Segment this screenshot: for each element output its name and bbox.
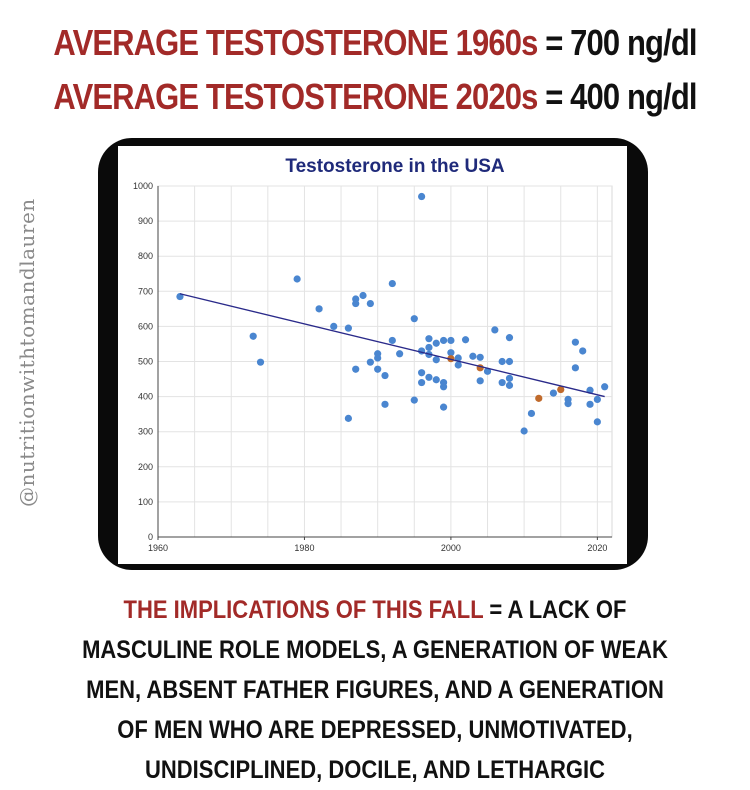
data-point [366, 299, 374, 308]
implications-text: THE IMPLICATIONS OF THIS FALL = A LACK O… [71, 590, 678, 790]
data-point [564, 395, 572, 404]
y-tick-label: 100 [138, 497, 153, 507]
data-point [527, 409, 536, 418]
y-tick-label: 700 [138, 286, 153, 296]
scatter-chart: 0 100 200 300 400 500 600 700 800 900 1000 1960 1980… [133, 156, 613, 553]
data-point [454, 361, 462, 369]
implications-separator: = [483, 596, 508, 624]
data-point [454, 354, 462, 362]
headline-1960s-separator: = [537, 22, 571, 63]
data-point [601, 383, 609, 391]
y-tick-label: 300 [138, 427, 153, 437]
data-point [447, 336, 455, 345]
data-point [579, 347, 587, 355]
data-point [505, 334, 514, 342]
data-point [330, 322, 338, 330]
y-tick-label: 400 [138, 392, 153, 402]
data-point [469, 352, 477, 360]
data-point [432, 376, 440, 384]
data-point-highlight [535, 394, 543, 402]
data-point [571, 338, 579, 346]
implications-body: A LACK OF MASCULINE ROLE MODELS, A GENER… [82, 596, 668, 784]
data-point [498, 357, 506, 366]
data-point [374, 354, 382, 362]
data-point [505, 374, 514, 382]
data-point [418, 369, 426, 377]
data-point [593, 395, 601, 404]
data-point [549, 389, 558, 397]
data-point [425, 373, 433, 381]
x-tick-label: 1980 [294, 543, 314, 553]
y-tick-label: 500 [138, 357, 153, 367]
data-point [293, 275, 301, 283]
chart-panel: 0 100 200 300 400 500 600 700 800 900 1000 1960 1980… [118, 146, 627, 564]
data-point [315, 305, 323, 313]
data-point [476, 353, 484, 361]
data-point [425, 343, 433, 352]
data-point [388, 336, 396, 345]
implications-label: THE IMPLICATIONS OF THIS FALL [123, 596, 484, 624]
data-point [425, 335, 433, 343]
y-tick-label: 200 [138, 462, 153, 472]
data-point [410, 396, 418, 404]
watermark-handle: @nutritionwithtomandlauren [15, 198, 39, 507]
data-point [410, 315, 418, 323]
data-point [344, 414, 352, 422]
x-tick-label: 2020 [587, 543, 607, 553]
data-point [498, 378, 506, 387]
data-point [483, 367, 492, 375]
data-point [439, 336, 448, 345]
data-point [352, 295, 360, 303]
trend-line [179, 293, 605, 398]
data-point [359, 291, 367, 300]
headline-1960s: AVERAGE TESTOSTERONE 1960s = 700 ng/dl [53, 22, 698, 64]
data-point [374, 365, 382, 373]
data-point [439, 403, 448, 411]
data-point [520, 427, 528, 435]
data-point [418, 192, 426, 201]
headline-2020s: AVERAGE TESTOSTERONE 2020s = 400 ng/dl [53, 76, 698, 118]
data-point [396, 350, 404, 358]
headline-1960s-value: 700 ng/dl [570, 22, 697, 63]
data-point [381, 371, 389, 380]
data-point-highlight [557, 385, 565, 394]
data-point [418, 378, 426, 387]
data-point [439, 383, 448, 391]
y-tick-label: 900 [138, 216, 153, 226]
headline-2020s-separator: = [537, 76, 571, 117]
data-point [593, 418, 601, 426]
data-point [381, 400, 389, 408]
y-tick-label: 800 [138, 251, 153, 261]
y-tick-label: 600 [138, 321, 153, 331]
data-point [352, 365, 360, 373]
data-point [256, 358, 265, 366]
data-point [366, 358, 374, 366]
headline-2020s-label: AVERAGE TESTOSTERONE 2020s [53, 76, 538, 117]
data-point [505, 357, 514, 366]
data-point [388, 279, 396, 288]
data-point [249, 332, 257, 340]
y-tick-label: 0 [148, 532, 153, 542]
data-point [461, 336, 470, 344]
data-point [571, 364, 579, 372]
headline-1960s-label: AVERAGE TESTOSTERONE 1960s [53, 22, 538, 63]
data-point [447, 349, 455, 357]
data-point [344, 324, 352, 332]
data-point [586, 400, 594, 408]
y-tick-label: 1000 [133, 181, 153, 191]
data-point [505, 381, 514, 389]
data-point [432, 339, 440, 347]
x-tick-label: 1960 [148, 543, 168, 553]
chart-title: Testosterone in the USA [285, 156, 505, 177]
data-point [432, 356, 440, 364]
data-point [476, 377, 484, 385]
x-tick-label: 2000 [441, 543, 461, 553]
headline-2020s-value: 400 ng/dl [570, 76, 697, 117]
data-point [491, 326, 499, 334]
